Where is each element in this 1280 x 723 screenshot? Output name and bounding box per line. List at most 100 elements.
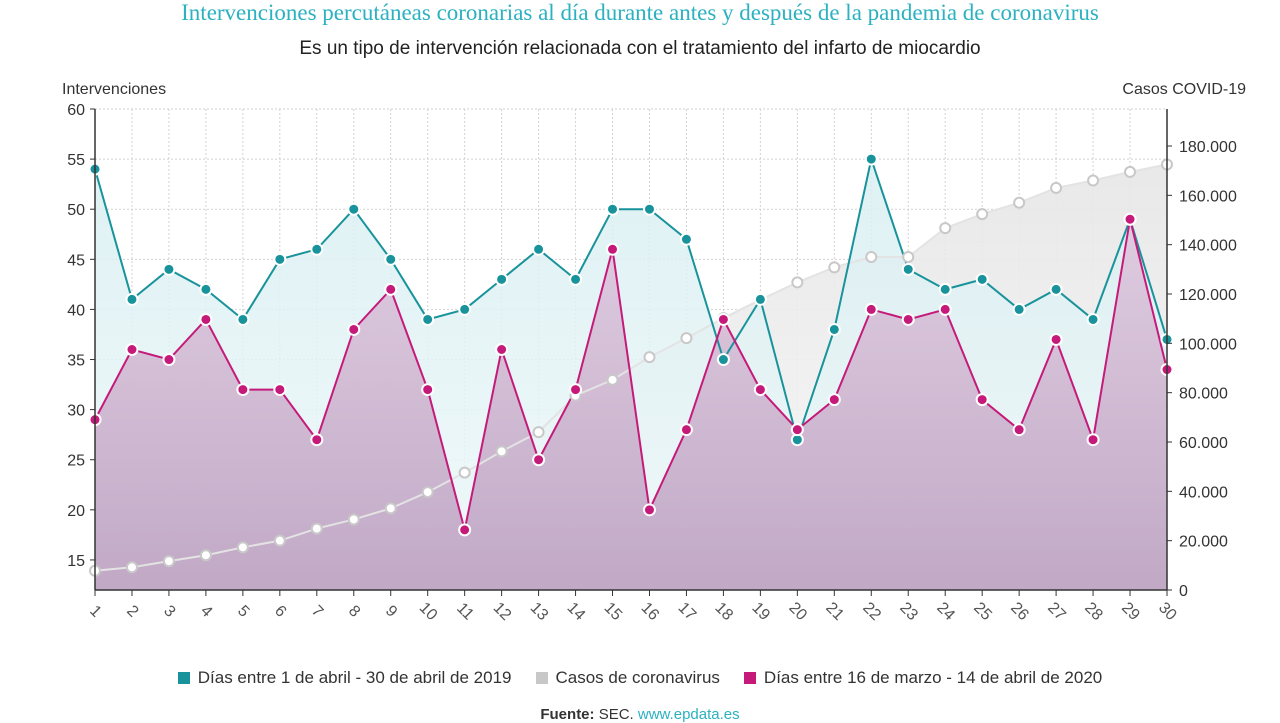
legend-swatch-2019 [177,672,190,684]
x-tick-label: 30 [1155,599,1180,624]
y-right-tick-label: 40.000 [1179,484,1228,501]
point-covid [643,351,656,364]
point-covid [495,445,508,458]
point-covid [273,534,286,547]
point-2019 [642,202,656,216]
x-tick-label: 1 [86,602,104,620]
x-tick-label: 25 [970,599,995,624]
point-2020 [790,423,804,437]
point-2019 [310,242,324,256]
x-tick-label: 15 [601,599,626,624]
x-tick-label: 4 [197,602,215,620]
point-covid [347,513,360,526]
point-2020 [1012,423,1026,437]
area-2020 [95,219,1167,590]
source-link[interactable]: www.epdata.es [637,706,740,723]
point-2020 [827,393,841,407]
y-axis-right-label: Casos COVID-19 [1122,81,1246,98]
point-2020 [236,383,250,397]
point-2020 [421,383,435,397]
point-2019 [162,262,176,276]
point-covid [199,549,212,562]
y-left-tick-label: 40 [67,302,85,319]
point-2020 [532,453,546,467]
x-tick-label: 3 [160,602,178,620]
point-2020 [901,312,915,326]
x-tick-label: 21 [822,599,847,624]
x-tick-label: 20 [785,599,810,624]
x-tick-label: 5 [234,602,252,620]
x-tick-label: 24 [933,599,958,624]
legend-label-2019: Días entre 1 de abril - 30 de abril de 2… [197,668,512,687]
line-covid [94,163,1168,572]
y-left-tick-label: 15 [67,553,85,570]
point-covid [828,261,841,274]
point-covid [384,502,397,515]
x-tick-label: 14 [564,599,589,624]
point-2020 [975,393,989,407]
point-2019 [679,232,693,246]
x-tick-label: 29 [1118,599,1143,624]
point-covid [939,222,952,235]
point-2020 [199,312,213,326]
x-tick-label: 17 [674,599,699,624]
point-2020 [310,433,324,447]
y-right-tick-label: 80.000 [1179,386,1228,403]
point-2020 [162,353,176,367]
legend-item-2019[interactable]: Días entre 1 de abril - 30 de abril de 2… [177,668,512,688]
point-2020 [384,282,398,296]
y-left-tick-label: 45 [67,252,85,269]
point-2020 [606,242,620,256]
x-tick-label: 11 [453,600,477,624]
point-2020 [938,302,952,316]
point-2019 [569,272,583,286]
point-2020 [347,322,361,336]
x-tick-label: 22 [859,599,884,624]
y-right-tick-label: 100.000 [1179,336,1237,353]
point-2020 [864,302,878,316]
point-2019 [347,202,361,216]
y-right-tick-label: 20.000 [1179,534,1228,551]
x-tick-label: 16 [638,599,663,624]
legend-item-2020[interactable]: Días entre 16 de marzo - 14 de abril de … [743,668,1102,688]
point-covid [125,561,138,574]
y-right-tick-label: 180.000 [1179,139,1237,156]
y-right-tick-label: 160.000 [1179,188,1237,205]
point-covid [680,332,693,345]
x-tick-label: 19 [748,599,773,624]
point-covid [865,251,878,263]
legend-label-covid: Casos de coronavirus [555,668,720,687]
point-2019 [273,252,287,266]
point-covid [310,522,323,535]
legend-item-covid[interactable]: Casos de coronavirus [535,668,720,688]
point-2020 [1123,212,1137,226]
line-2019 [94,155,1168,444]
point-2019 [827,322,841,336]
point-2019 [1086,312,1100,326]
x-tick-label: 2 [123,602,141,620]
point-covid [1124,165,1137,178]
point-2019 [125,292,139,306]
x-tick-label: 10 [416,599,441,624]
x-tick-label: 6 [271,602,289,620]
point-2020 [273,383,287,397]
point-2019 [495,272,509,286]
point-2019 [1049,282,1063,296]
x-tick-label: 27 [1044,599,1069,624]
y-axis-left-label: Intervenciones [62,81,166,98]
point-2020 [495,343,509,356]
x-tick-label: 28 [1081,599,1106,624]
point-2019 [864,152,878,166]
point-2019 [384,252,398,266]
x-tick-label: 18 [711,599,736,624]
point-2020 [716,312,730,326]
point-covid [236,541,249,554]
point-2019 [901,262,915,276]
point-covid [902,251,915,263]
point-covid [421,486,434,499]
point-2020 [642,503,656,517]
point-covid [1050,181,1063,194]
point-covid [162,555,175,568]
y-left-tick-label: 55 [67,152,85,169]
y-right-tick-label: 0 [1179,583,1188,600]
